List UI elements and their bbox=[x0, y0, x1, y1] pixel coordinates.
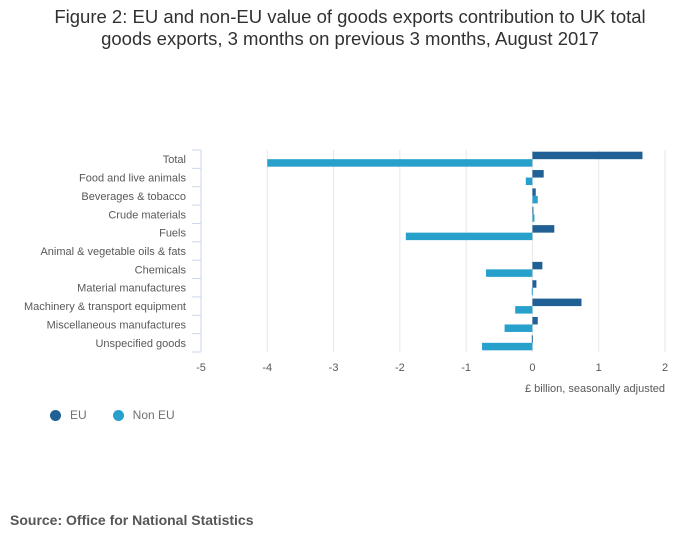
category-label: Miscellaneous manufactures bbox=[47, 319, 187, 331]
category-label: Machinery & transport equipment bbox=[24, 301, 186, 313]
bar-eu[interactable] bbox=[532, 261, 543, 270]
legend-item-non-eu[interactable]: Non EU bbox=[112, 408, 175, 422]
category-label: Chemicals bbox=[135, 264, 187, 276]
bar-eu[interactable] bbox=[532, 225, 555, 233]
bar-eu[interactable] bbox=[532, 316, 538, 325]
x-tick-label: 2 bbox=[662, 362, 668, 374]
bar-eu[interactable] bbox=[532, 206, 534, 215]
bar-non-eu[interactable] bbox=[531, 287, 533, 296]
x-tick-label: -1 bbox=[461, 362, 471, 374]
x-tick-label: -4 bbox=[262, 362, 272, 374]
category-label: Material manufactures bbox=[77, 283, 186, 295]
category-label: Fuels bbox=[159, 228, 186, 240]
category-label: Animal & vegetable oils & fats bbox=[40, 246, 186, 258]
chart-title-line-2: goods exports, 3 months on previous 3 mo… bbox=[101, 28, 599, 49]
bar-non-eu[interactable] bbox=[486, 269, 533, 277]
category-label: Beverages & tobacco bbox=[81, 191, 186, 203]
bar-non-eu[interactable] bbox=[504, 324, 533, 332]
legend-marker-non-eu bbox=[112, 409, 124, 421]
source-note: Source: Office for National Statistics bbox=[10, 512, 254, 528]
chart-title: Figure 2: EU and non-EU value of goods e… bbox=[0, 6, 700, 50]
x-axis-title: £ billion, seasonally adjusted bbox=[525, 383, 665, 395]
x-tick-label: -2 bbox=[395, 362, 405, 374]
bar-non-eu[interactable] bbox=[532, 195, 538, 204]
category-label: Food and live animals bbox=[79, 173, 187, 185]
legend: EU Non EU bbox=[50, 408, 201, 422]
bar-non-eu[interactable] bbox=[525, 177, 533, 186]
legend-label-non-eu: Non EU bbox=[132, 408, 175, 422]
category-label: Unspecified goods bbox=[95, 338, 186, 350]
x-tick-label: 0 bbox=[529, 362, 535, 374]
legend-label-eu: EU bbox=[70, 408, 87, 422]
bar-non-eu[interactable] bbox=[267, 159, 533, 167]
legend-item-eu[interactable]: EU bbox=[50, 408, 87, 422]
bar-eu[interactable] bbox=[532, 151, 643, 160]
bar-eu[interactable] bbox=[531, 335, 533, 343]
chart-title-line-1: Figure 2: EU and non-EU value of goods e… bbox=[54, 6, 646, 27]
legend-marker-eu bbox=[50, 409, 61, 421]
bar-non-eu[interactable] bbox=[482, 342, 533, 351]
x-tick-label: 1 bbox=[596, 362, 602, 374]
bar-eu[interactable] bbox=[532, 280, 537, 288]
category-label: Total bbox=[163, 154, 186, 166]
bar-non-eu[interactable] bbox=[405, 232, 533, 241]
bar-eu[interactable] bbox=[532, 298, 582, 307]
x-tick-label: -3 bbox=[329, 362, 339, 374]
bar-non-eu[interactable] bbox=[532, 214, 535, 222]
bar-non-eu[interactable] bbox=[515, 306, 533, 314]
x-tick-label: -5 bbox=[196, 362, 206, 374]
category-label: Crude materials bbox=[108, 209, 186, 221]
bar-eu[interactable] bbox=[532, 188, 536, 196]
bar-eu[interactable] bbox=[532, 170, 544, 178]
